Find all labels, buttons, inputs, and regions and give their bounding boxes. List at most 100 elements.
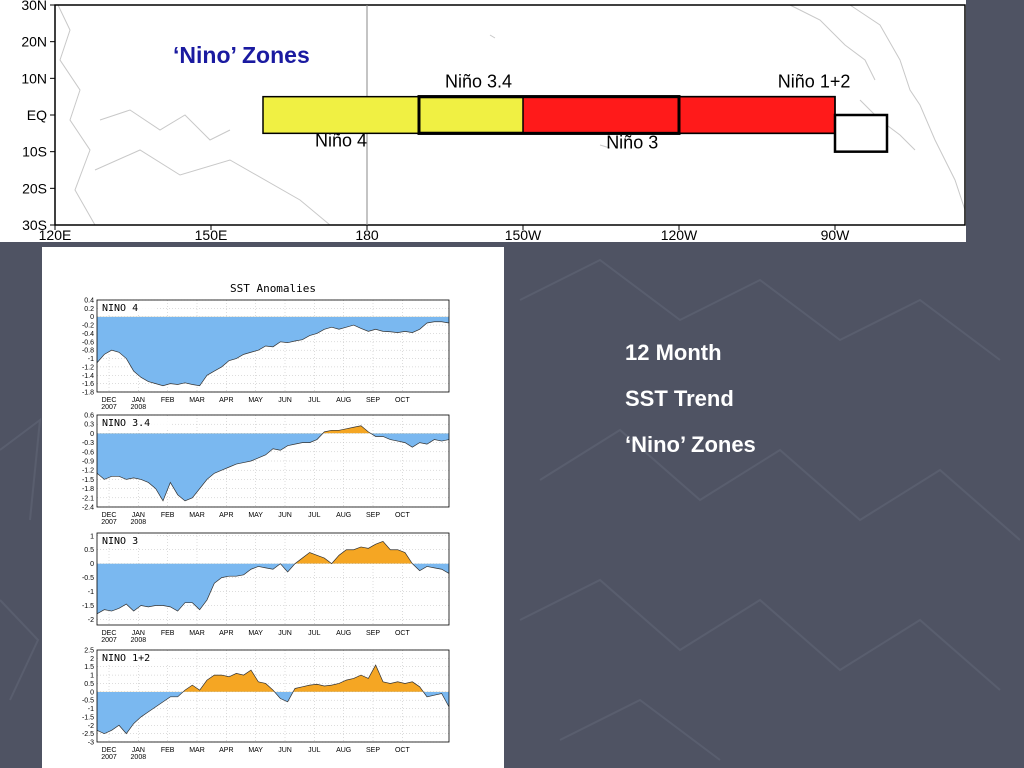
year-label: 2008 [131, 519, 147, 526]
zone-nino-1-2 [833, 113, 889, 153]
month-label: APR [219, 747, 233, 754]
coastline-2 [94, 149, 331, 226]
panel-name-bg [98, 301, 156, 314]
month-label: FEB [161, 747, 175, 754]
month-label: JUL [308, 630, 321, 637]
year-label: 2007 [101, 519, 117, 526]
year-label: 2008 [131, 404, 147, 411]
lat-label: 20N [21, 34, 47, 50]
y-tick-label: -0.6 [82, 339, 94, 346]
y-tick-label: -1.4 [82, 373, 94, 380]
y-tick-label: 0.5 [84, 681, 94, 688]
y-tick-label: 0.5 [84, 547, 94, 554]
month-label: JAN [132, 747, 145, 754]
panel-name: NINO 4 [102, 303, 138, 314]
month-label: AUG [336, 630, 351, 637]
lon-label: 120E [39, 227, 72, 242]
y-tick-label: 1 [90, 673, 94, 680]
y-tick-label: 0 [90, 561, 94, 568]
month-label: APR [219, 397, 233, 404]
lat-label: EQ [27, 107, 47, 123]
y-tick-label: -1.2 [82, 468, 94, 475]
area-negative [97, 563, 449, 614]
y-tick-label: -0.9 [82, 459, 94, 466]
month-label: DEC [102, 747, 117, 754]
panel-0: NINO 40.40.20-0.2-0.4-0.6-0.8-1-1.2-1.4-… [82, 298, 450, 411]
y-tick-label: 0.4 [84, 298, 94, 305]
y-tick-label: -1.8 [82, 390, 94, 397]
y-tick-label: -1.5 [82, 714, 94, 721]
lat-label: 30S [22, 217, 47, 233]
month-label: OCT [395, 397, 411, 404]
y-tick-label: 2.5 [84, 648, 94, 655]
chart-title: SST Anomalies [230, 282, 316, 295]
y-tick-label: -1 [88, 706, 94, 713]
series-line [96, 664, 450, 735]
y-tick-label: -0.2 [82, 323, 94, 330]
month-label: OCT [395, 747, 411, 754]
month-label: MAY [248, 397, 263, 404]
side-text-line-2: SST Trend [625, 386, 734, 411]
y-tick-label: 0 [90, 431, 94, 438]
y-tick-label: -0.6 [82, 449, 94, 456]
y-tick-label: -0.5 [82, 698, 94, 705]
month-label: JUN [278, 397, 292, 404]
coastline-5 [859, 99, 916, 151]
month-label: JUN [278, 630, 292, 637]
series-line [96, 425, 450, 502]
lat-label: 30N [21, 0, 47, 13]
y-tick-label: -0.3 [82, 440, 94, 447]
zone-label-nino-1-2: Niño 1+2 [778, 71, 851, 91]
month-label: MAY [248, 512, 263, 519]
y-tick-label: -0.5 [82, 575, 94, 582]
month-label: DEC [102, 397, 117, 404]
month-label: SEP [366, 747, 380, 754]
y-tick-label: -2.1 [82, 495, 94, 502]
panel-frame [96, 532, 450, 626]
month-label: MAY [248, 747, 263, 754]
panel-name: NINO 3.4 [102, 418, 150, 429]
panel-name-bg [98, 651, 172, 664]
sst-anomalies-chart: SST Anomalies NINO 4 0.4 0.2 0 -0.2 -0.4 -0.6 -0… [42, 247, 504, 768]
panel-3: NINO 1+2 2.521.5 10.50 -0.5-1-1.5 -2-2.5 -3 DE… [82, 648, 450, 761]
year-label: 2007 [101, 754, 117, 761]
panel-frame [96, 299, 450, 393]
y-tick-label: -0.8 [82, 348, 94, 355]
panel-1: NINO 3.4 0.6 0.3 0 -0.3 -0.6 -0.9 -1.2 -1.5 -1.8 -… [82, 413, 450, 526]
zone-label-nino-4: Niño 4 [315, 131, 367, 151]
area-negative [97, 691, 449, 734]
y-tick-label: 1.5 [84, 664, 94, 671]
y-tick-label: -0.4 [82, 331, 94, 338]
month-label: JUN [278, 747, 292, 754]
month-label: FEB [161, 630, 175, 637]
y-tick-label: -2 [88, 723, 94, 730]
month-label: SEP [366, 512, 380, 519]
year-label: 2007 [101, 637, 117, 644]
area-negative [97, 433, 449, 501]
month-label: JAN [132, 512, 145, 519]
lon-label: 150W [505, 227, 542, 242]
panel-frame [96, 414, 450, 508]
area-positive [97, 665, 449, 692]
month-label: JUL [308, 397, 321, 404]
panel-name-bg [98, 416, 172, 429]
y-tick-label: -1.2 [82, 364, 94, 371]
month-label: MAR [189, 747, 205, 754]
area-positive [97, 425, 449, 434]
y-tick-label: 0 [90, 314, 94, 321]
coastline-3 [849, 4, 966, 211]
month-label: AUG [336, 747, 351, 754]
y-tick-label: 0.3 [84, 422, 94, 429]
month-label: OCT [395, 630, 411, 637]
zone-overlap-fill [523, 96, 679, 134]
lat-label: 10S [22, 144, 47, 160]
y-tick-label: -2.5 [82, 731, 94, 738]
panel-name-bg [98, 534, 156, 547]
coastline-0 [57, 4, 96, 226]
month-label: MAR [189, 397, 205, 404]
month-label: OCT [395, 512, 411, 519]
month-label: JUN [278, 512, 292, 519]
coastline-1 [99, 109, 231, 141]
